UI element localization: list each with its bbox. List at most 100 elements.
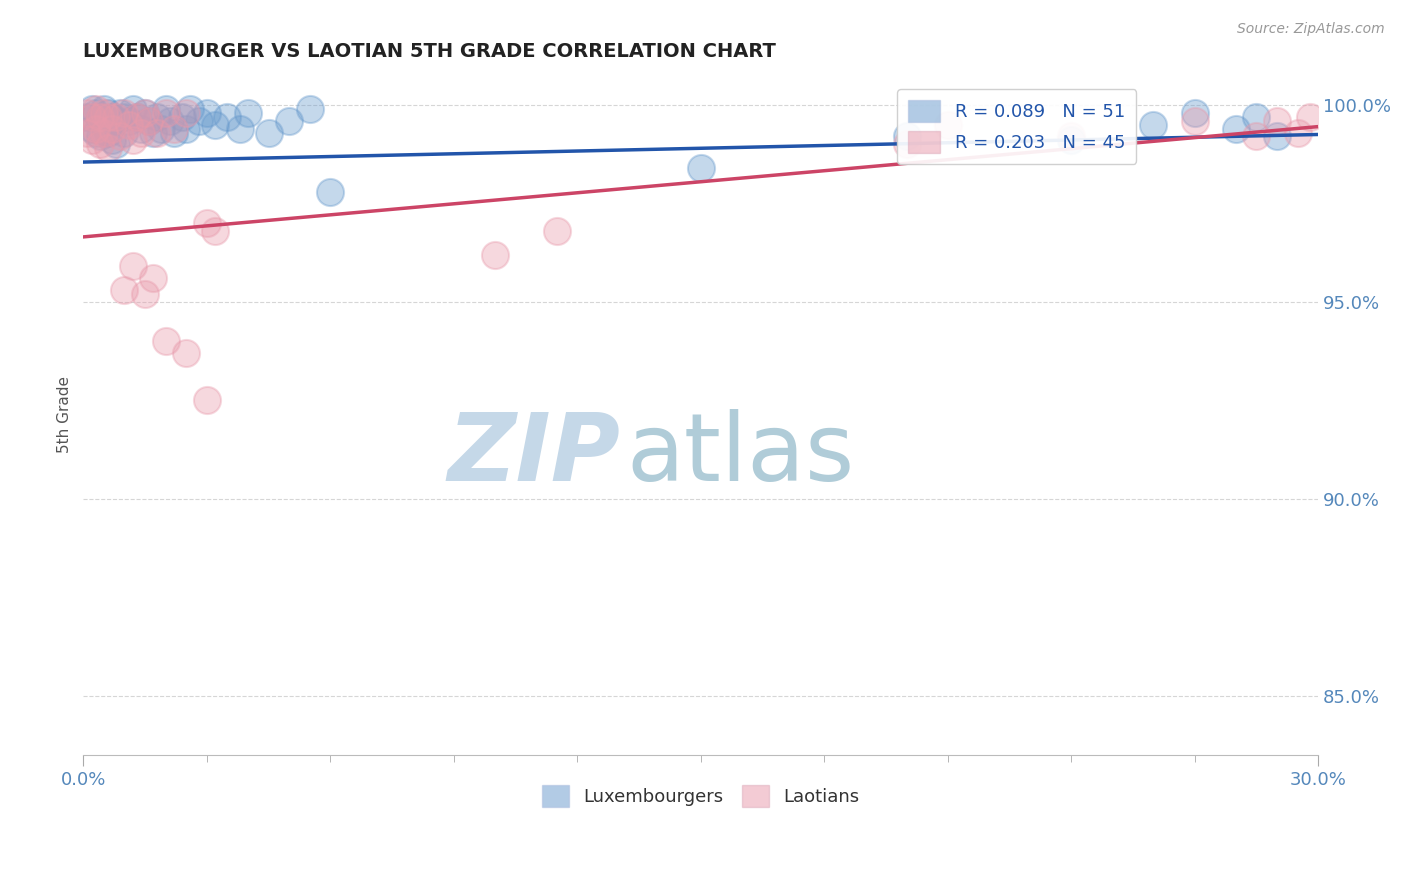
Point (80, 133, 103, 147)
Point (93, 118, 115, 132)
Point (1184, 105, 1206, 120)
Point (138, 113, 160, 128)
Point (484, 247, 506, 261)
Point (93, 105, 115, 120)
Point (1286, 126, 1309, 140)
Point (114, 126, 136, 140)
Point (204, 118, 226, 132)
Point (179, 102, 201, 116)
Point (146, 126, 169, 140)
Y-axis label: 5th Grade: 5th Grade (58, 376, 72, 452)
Point (89, 137, 111, 152)
Point (89, 110, 111, 124)
Point (1265, 129, 1288, 144)
Point (228, 121, 250, 136)
Point (80, 121, 103, 136)
Point (142, 126, 165, 140)
Point (1142, 118, 1164, 132)
Point (195, 105, 218, 120)
Point (896, 137, 918, 152)
Point (117, 118, 139, 132)
Point (101, 110, 124, 124)
Point (155, 102, 177, 116)
Point (155, 334, 177, 349)
Text: LUXEMBOURGER VS LAOTIAN 5TH GRADE CORRELATION CHART: LUXEMBOURGER VS LAOTIAN 5TH GRADE CORREL… (83, 42, 776, 61)
Text: ZIP: ZIP (447, 409, 620, 501)
Point (129, 121, 152, 136)
Point (187, 113, 209, 128)
Point (1246, 129, 1268, 144)
Point (257, 126, 280, 140)
Point (174, 121, 197, 136)
Point (101, 133, 124, 147)
Point (84, 105, 107, 120)
Point (195, 393, 218, 408)
Point (150, 121, 173, 136)
Point (896, 129, 918, 144)
Point (89, 110, 111, 124)
Point (1060, 129, 1083, 144)
Point (121, 102, 143, 116)
Point (204, 224, 226, 238)
Point (319, 185, 342, 199)
Point (1265, 113, 1288, 128)
Point (134, 105, 156, 120)
Point (117, 113, 139, 128)
Point (936, 118, 959, 132)
Point (105, 137, 128, 152)
Point (1246, 110, 1268, 124)
Point (97, 141, 120, 155)
Point (114, 105, 136, 120)
Point (278, 113, 301, 128)
Point (146, 110, 169, 124)
Point (546, 224, 568, 238)
Point (121, 133, 143, 147)
Point (110, 129, 132, 144)
Point (1299, 110, 1322, 124)
Point (93, 102, 115, 116)
Point (114, 283, 136, 297)
Point (138, 113, 160, 128)
Point (93, 126, 115, 140)
Point (101, 121, 124, 136)
Point (134, 287, 156, 301)
Point (689, 161, 711, 175)
Point (236, 105, 259, 120)
Text: Source: ZipAtlas.com: Source: ZipAtlas.com (1237, 22, 1385, 37)
Point (89, 129, 111, 144)
Point (163, 126, 186, 140)
Point (155, 105, 177, 120)
Point (298, 102, 321, 116)
Point (163, 121, 186, 136)
Point (97, 105, 120, 120)
Point (172, 110, 194, 124)
Point (159, 113, 181, 128)
Point (195, 216, 218, 230)
Point (76, 110, 98, 124)
Point (80, 102, 103, 116)
Point (84, 102, 107, 116)
Text: atlas: atlas (627, 409, 855, 501)
Point (1060, 133, 1083, 147)
Point (84, 126, 107, 140)
Point (121, 260, 143, 274)
Point (80, 110, 103, 124)
Point (134, 105, 156, 120)
Point (105, 113, 128, 128)
Point (76, 126, 98, 140)
Point (1184, 113, 1206, 128)
Point (129, 126, 152, 140)
Point (174, 346, 197, 360)
Point (1225, 121, 1247, 136)
Point (110, 105, 132, 120)
Point (97, 110, 120, 124)
Point (97, 126, 120, 140)
Point (76, 105, 98, 120)
Point (84, 121, 107, 136)
Point (174, 105, 197, 120)
Point (217, 110, 239, 124)
Point (105, 110, 128, 124)
Point (142, 271, 165, 285)
Point (125, 110, 148, 124)
Legend: Luxembourgers, Laotians: Luxembourgers, Laotians (534, 778, 866, 814)
